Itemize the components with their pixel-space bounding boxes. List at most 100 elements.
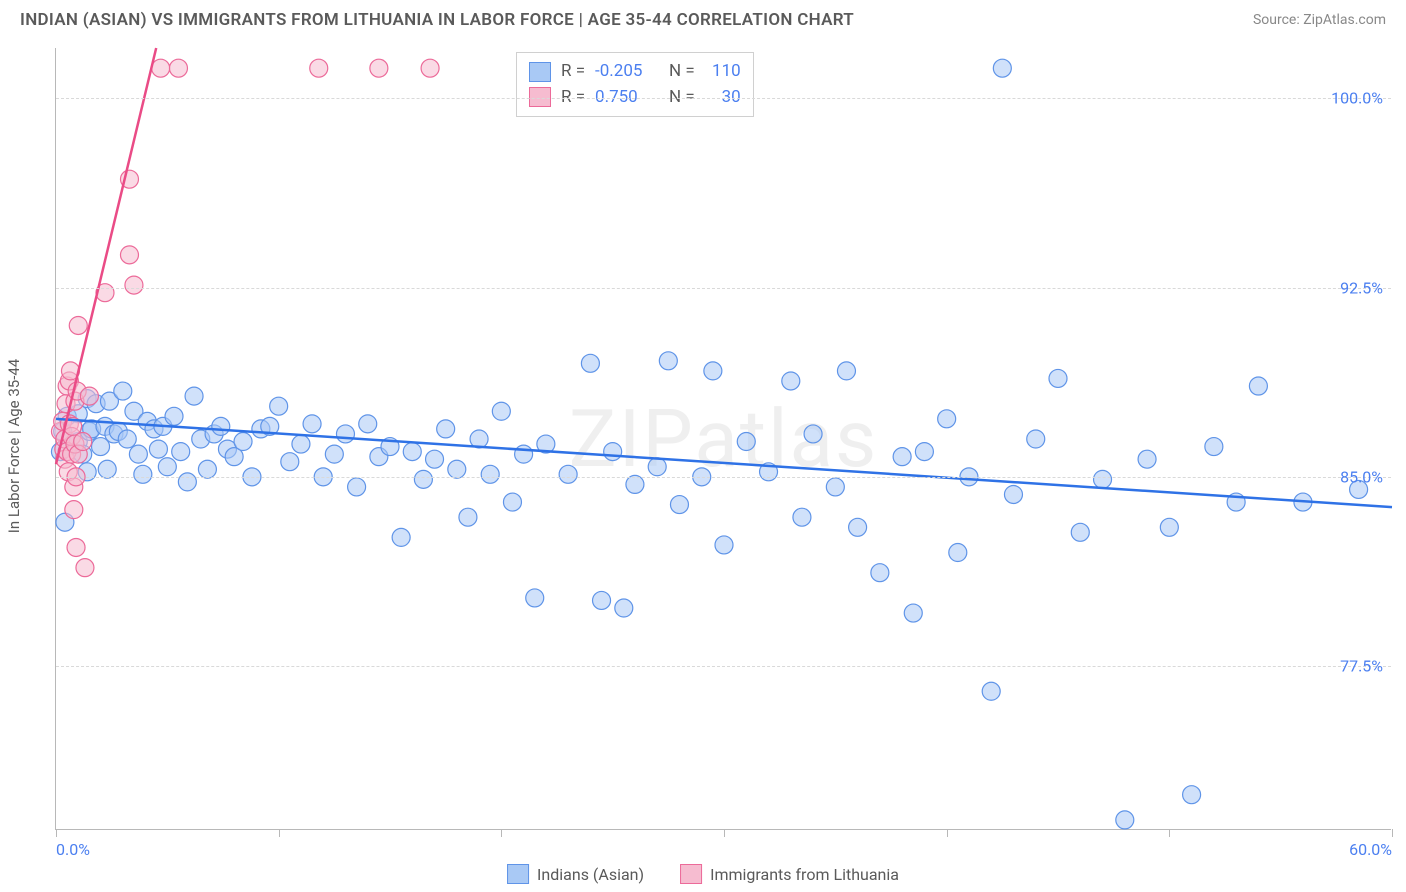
data-point [938, 410, 956, 428]
data-point [169, 59, 187, 77]
data-point [114, 382, 132, 400]
legend-r-value: -0.205 [595, 59, 659, 85]
y-tick-label: 85.0% [1340, 467, 1383, 486]
data-point [178, 473, 196, 491]
data-point [1071, 523, 1089, 541]
data-point [581, 354, 599, 372]
data-point [826, 478, 844, 496]
gridline [56, 477, 1391, 478]
legend-swatch [529, 87, 551, 107]
data-point [310, 59, 328, 77]
data-point [1183, 786, 1201, 804]
data-point [185, 387, 203, 405]
legend-n-value: 30 [705, 85, 741, 111]
data-point [69, 316, 87, 334]
data-point [414, 470, 432, 488]
series-legend-item: Indians (Asian) [507, 864, 644, 884]
data-point [270, 397, 288, 415]
chart-header: INDIAN (ASIAN) VS IMMIGRANTS FROM LITHUA… [0, 0, 1406, 36]
legend-r-label: R = [561, 85, 585, 111]
data-point [993, 59, 1011, 77]
data-point [198, 460, 216, 478]
data-point [134, 465, 152, 483]
y-tick-label: 77.5% [1340, 657, 1383, 676]
data-point [437, 420, 455, 438]
data-point [704, 362, 722, 380]
legend-n-label: N = [669, 85, 695, 111]
data-point [871, 564, 889, 582]
data-point [1094, 470, 1112, 488]
data-point [559, 465, 577, 483]
x-tick-label: 60.0% [1349, 840, 1392, 859]
legend-n-value: 110 [705, 59, 741, 85]
data-point [152, 59, 170, 77]
data-point [604, 443, 622, 461]
series-legend-label: Indians (Asian) [537, 865, 644, 884]
data-point [481, 465, 499, 483]
data-point [348, 478, 366, 496]
data-point [281, 453, 299, 471]
data-point [492, 402, 510, 420]
chart-plot-area: ZIPatlas R =-0.205N =110R =0.750N =30 77… [55, 48, 1391, 830]
data-point [118, 430, 136, 448]
y-tick-label: 100.0% [1331, 89, 1383, 108]
data-point [893, 448, 911, 466]
data-point [448, 460, 466, 478]
stats-legend-box: R = -0.205 N = 110 R = 0.750 N = 30 [516, 52, 754, 117]
data-point [615, 599, 633, 617]
data-point [158, 458, 176, 476]
data-point [804, 425, 822, 443]
x-tick-mark [1392, 829, 1393, 837]
source-label: Source: ZipAtlas.com [1253, 12, 1386, 28]
x-tick-mark [501, 829, 502, 837]
data-point [849, 518, 867, 536]
data-point [1138, 450, 1156, 468]
data-point [336, 425, 354, 443]
data-point [67, 538, 85, 556]
data-point [370, 59, 388, 77]
data-point [120, 246, 138, 264]
data-point [526, 589, 544, 607]
data-point [98, 460, 116, 478]
data-point [459, 508, 477, 526]
data-point [904, 604, 922, 622]
data-point [737, 433, 755, 451]
data-point [626, 475, 644, 493]
data-point [392, 528, 410, 546]
data-point [165, 407, 183, 425]
trend-line [56, 419, 1392, 507]
data-point [1205, 438, 1223, 456]
x-tick-mark [1169, 829, 1170, 837]
series-legend-item: Immigrants from Lithuania [680, 864, 899, 884]
data-point [426, 450, 444, 468]
data-point [648, 458, 666, 476]
series-legend-label: Immigrants from Lithuania [710, 865, 899, 884]
x-tick-label: 0.0% [56, 840, 90, 859]
data-point [76, 559, 94, 577]
data-point [149, 440, 167, 458]
legend-n-label: N = [669, 59, 695, 85]
data-point [292, 435, 310, 453]
data-point [837, 362, 855, 380]
data-point [670, 496, 688, 514]
data-point [129, 445, 147, 463]
data-point [1160, 518, 1178, 536]
data-point [80, 387, 98, 405]
legend-r-label: R = [561, 59, 585, 85]
legend-r-value: 0.750 [595, 85, 659, 111]
stats-legend-row: R = 0.750 N = 30 [529, 85, 741, 111]
data-point [715, 536, 733, 554]
data-point [74, 433, 92, 451]
data-point [1116, 811, 1134, 829]
legend-swatch [680, 864, 702, 884]
data-point [172, 443, 190, 461]
data-point [515, 445, 533, 463]
stats-legend-row: R = -0.205 N = 110 [529, 59, 741, 85]
data-point [782, 372, 800, 390]
chart-title: INDIAN (ASIAN) VS IMMIGRANTS FROM LITHUA… [20, 10, 854, 30]
x-tick-mark [56, 829, 57, 837]
data-point [303, 415, 321, 433]
series-legend: Indians (Asian) Immigrants from Lithuania [507, 864, 899, 884]
x-tick-mark [947, 829, 948, 837]
gridline [56, 288, 1391, 289]
